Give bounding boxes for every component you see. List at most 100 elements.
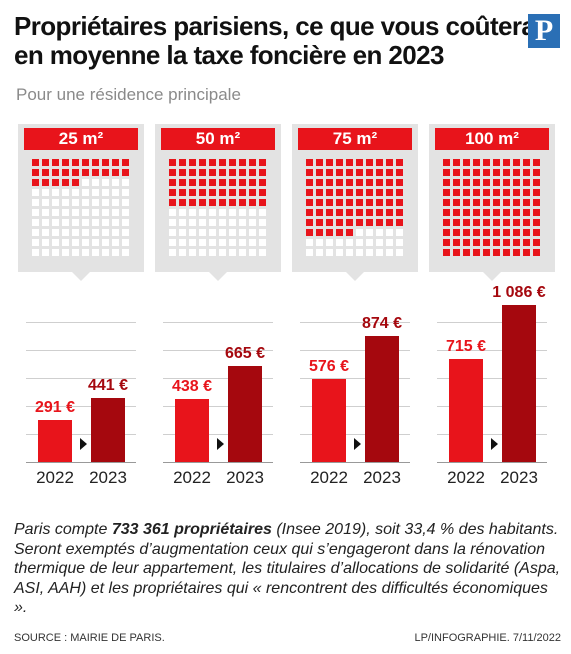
gridline [437, 322, 547, 323]
empty-square [92, 209, 99, 216]
filled-square [306, 209, 313, 216]
filled-square [513, 209, 520, 216]
filled-square [493, 189, 500, 196]
empty-square [102, 199, 109, 206]
filled-square [229, 169, 236, 176]
empty-square [249, 209, 256, 216]
empty-square [32, 189, 39, 196]
empty-square [92, 239, 99, 246]
baseline [437, 462, 547, 463]
baseline [26, 462, 136, 463]
filled-square [209, 189, 216, 196]
empty-square [396, 239, 403, 246]
gridline [437, 406, 547, 407]
filled-square [523, 179, 530, 186]
baseline [163, 462, 273, 463]
empty-square [169, 249, 176, 256]
filled-square [92, 159, 99, 166]
filled-square [503, 229, 510, 236]
empty-square [62, 189, 69, 196]
filled-square [122, 159, 129, 166]
gridline [300, 350, 410, 351]
filled-square [376, 199, 383, 206]
filled-square [376, 169, 383, 176]
filled-square [396, 159, 403, 166]
filled-square [513, 239, 520, 246]
filled-square [463, 199, 470, 206]
empty-square [386, 229, 393, 236]
empty-square [42, 249, 49, 256]
filled-square [336, 169, 343, 176]
filled-square [209, 179, 216, 186]
filled-square [336, 229, 343, 236]
panel-pointer [346, 272, 364, 281]
filled-square [376, 219, 383, 226]
panel-pointer [72, 272, 90, 281]
empty-square [42, 199, 49, 206]
filled-square [366, 209, 373, 216]
year-label-2023: 2023 [226, 468, 264, 487]
empty-square [42, 219, 49, 226]
empty-square [209, 249, 216, 256]
empty-square [326, 239, 333, 246]
filled-square [533, 219, 540, 226]
filled-square [249, 199, 256, 206]
empty-square [112, 209, 119, 216]
empty-square [62, 209, 69, 216]
empty-square [209, 209, 216, 216]
filled-square [336, 159, 343, 166]
bar-2022 [175, 398, 209, 462]
empty-square [32, 249, 39, 256]
empty-square [82, 249, 89, 256]
empty-square [112, 229, 119, 236]
filled-square [443, 239, 450, 246]
filled-square [259, 179, 266, 186]
empty-square [92, 199, 99, 206]
filled-square [189, 189, 196, 196]
filled-square [112, 159, 119, 166]
filled-square [326, 169, 333, 176]
filled-square [249, 169, 256, 176]
filled-square [483, 159, 490, 166]
filled-square [316, 199, 323, 206]
filled-square [533, 159, 540, 166]
empty-square [259, 239, 266, 246]
filled-square [259, 159, 266, 166]
baseline [300, 462, 410, 463]
filled-square [483, 169, 490, 176]
filled-square [483, 229, 490, 236]
filled-square [386, 189, 393, 196]
surface-grid [306, 159, 404, 257]
empty-square [259, 229, 266, 236]
filled-square [443, 249, 450, 256]
filled-square [42, 169, 49, 176]
filled-square [169, 159, 176, 166]
filled-square [376, 189, 383, 196]
empty-square [376, 229, 383, 236]
filled-square [199, 159, 206, 166]
filled-square [386, 199, 393, 206]
filled-square [443, 169, 450, 176]
empty-square [92, 229, 99, 236]
empty-square [219, 239, 226, 246]
filled-square [356, 189, 363, 196]
year-label-2022: 2022 [310, 468, 348, 487]
empty-square [32, 229, 39, 236]
filled-square [199, 169, 206, 176]
empty-square [52, 249, 59, 256]
filled-square [523, 229, 530, 236]
title-line-2: en moyenne la taxe foncière en 2023 [14, 40, 444, 70]
gridline [300, 322, 410, 323]
empty-square [229, 209, 236, 216]
surface-label: 75 m² [298, 128, 412, 150]
bar-2023 [502, 305, 536, 462]
filled-square [453, 209, 460, 216]
filled-square [229, 179, 236, 186]
filled-square [306, 179, 313, 186]
filled-square [396, 199, 403, 206]
filled-square [463, 239, 470, 246]
empty-square [102, 189, 109, 196]
empty-square [112, 179, 119, 186]
year-label-2022: 2022 [36, 468, 74, 487]
panel-pointer [209, 272, 227, 281]
